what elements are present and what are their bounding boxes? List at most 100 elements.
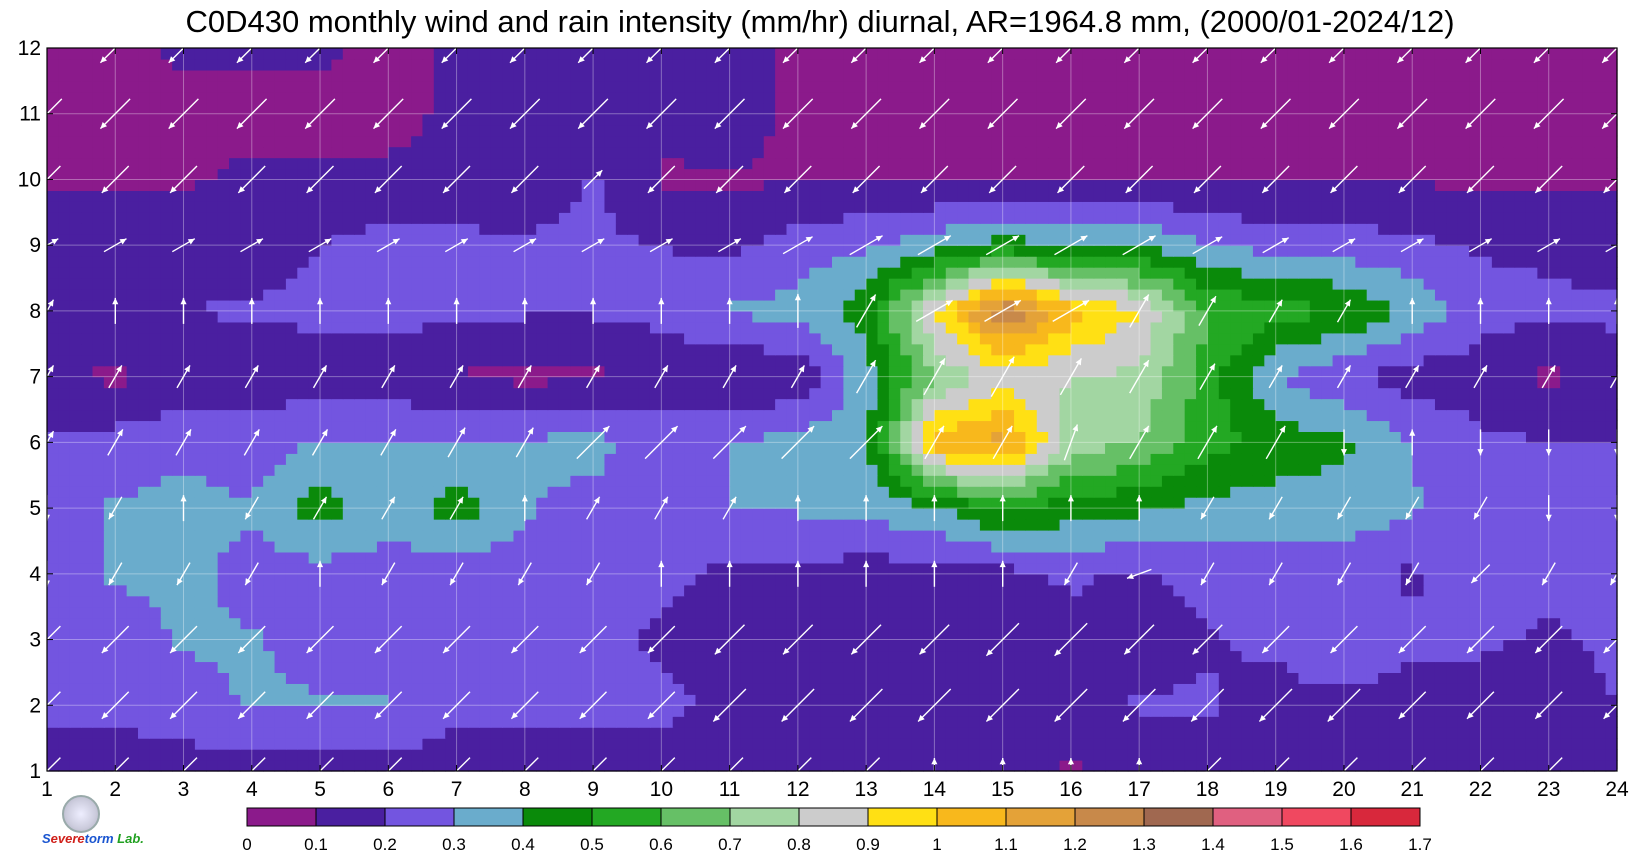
contour-cell bbox=[1275, 727, 1288, 739]
contour-cell bbox=[832, 486, 844, 498]
contour-cell bbox=[672, 530, 685, 542]
contour-cell bbox=[81, 760, 94, 772]
contour-cell bbox=[251, 639, 264, 652]
contour-cell bbox=[263, 738, 276, 750]
contour-cell bbox=[513, 398, 526, 411]
contour-cell bbox=[399, 464, 412, 476]
contour-cell bbox=[1582, 453, 1595, 465]
contour-cell bbox=[1298, 464, 1311, 476]
contour-cell bbox=[1423, 420, 1436, 432]
contour-cell bbox=[1002, 661, 1015, 673]
contour-cell bbox=[1048, 683, 1061, 695]
contour-cell bbox=[1343, 530, 1356, 542]
contour-cell bbox=[1161, 540, 1174, 553]
contour-cell bbox=[320, 431, 333, 443]
contour-cell bbox=[1355, 760, 1368, 772]
contour-cell bbox=[1503, 595, 1516, 608]
contour-cell bbox=[968, 420, 981, 432]
contour-cell bbox=[1582, 628, 1595, 641]
contour-cell bbox=[217, 409, 230, 422]
contour-cell bbox=[649, 617, 662, 630]
contour-cell bbox=[843, 661, 856, 673]
contour-cell bbox=[1252, 508, 1265, 520]
contour-cell bbox=[1230, 497, 1243, 509]
contour-cell bbox=[911, 530, 924, 542]
contour-cell bbox=[1002, 573, 1015, 586]
contour-cell bbox=[957, 442, 970, 454]
contour-cell bbox=[1571, 442, 1584, 454]
contour-cell bbox=[1059, 661, 1072, 673]
contour-cell bbox=[502, 650, 515, 663]
contour-cell bbox=[763, 453, 776, 465]
contour-cell bbox=[1070, 562, 1083, 575]
contour-cell bbox=[1287, 628, 1300, 641]
contour-cell bbox=[695, 475, 708, 487]
contour-cell bbox=[934, 475, 947, 487]
contour-cell bbox=[1036, 519, 1049, 531]
contour-cell bbox=[1366, 562, 1379, 575]
contour-cell bbox=[285, 486, 298, 498]
contour-cell bbox=[490, 628, 503, 641]
contour-cell bbox=[502, 628, 515, 641]
contour-cell bbox=[172, 650, 185, 663]
contour-cell bbox=[297, 672, 310, 684]
contour-cell bbox=[1366, 551, 1379, 564]
contour-cell bbox=[58, 661, 71, 673]
contour-cell bbox=[1366, 409, 1379, 422]
contour-cell bbox=[172, 628, 185, 641]
contour-cell bbox=[706, 442, 719, 454]
contour-cell bbox=[194, 398, 207, 411]
contour-cell bbox=[661, 508, 674, 520]
contour-cell bbox=[729, 606, 742, 619]
contour-cell bbox=[820, 376, 833, 389]
contour-cell bbox=[1343, 486, 1356, 498]
contour-cell bbox=[149, 716, 162, 728]
contour-cell bbox=[638, 683, 651, 695]
contour-cell bbox=[627, 595, 640, 608]
contour-cell bbox=[1525, 628, 1538, 641]
contour-cell bbox=[1400, 431, 1413, 443]
contour-cell bbox=[376, 530, 389, 542]
contour-cell bbox=[456, 530, 469, 542]
contour-cell bbox=[1537, 716, 1550, 728]
contour-cell bbox=[1082, 573, 1095, 586]
contour-cell bbox=[1469, 497, 1482, 509]
contour-cell bbox=[991, 562, 1004, 575]
contour-cell bbox=[1343, 409, 1356, 422]
contour-cell bbox=[1412, 398, 1425, 411]
contour-cell bbox=[718, 464, 731, 476]
contour-cell bbox=[1241, 760, 1254, 772]
contour-cell bbox=[672, 464, 685, 476]
contour-cell bbox=[502, 760, 515, 772]
contour-cell bbox=[695, 562, 708, 575]
contour-cell bbox=[263, 661, 276, 673]
contour-cell bbox=[240, 760, 253, 772]
contour-cell bbox=[809, 420, 822, 432]
contour-cell bbox=[422, 639, 435, 652]
contour-cell bbox=[1434, 431, 1447, 443]
contour-cell bbox=[775, 530, 788, 542]
contour-cell bbox=[1480, 486, 1493, 498]
contour-cell bbox=[1275, 475, 1288, 487]
contour-cell bbox=[479, 628, 492, 641]
contour-cell bbox=[1116, 530, 1129, 542]
contour-cell bbox=[729, 453, 742, 465]
contour-cell bbox=[843, 738, 856, 750]
contour-cell bbox=[991, 573, 1004, 586]
contour-cell bbox=[445, 508, 458, 520]
contour-cell bbox=[866, 519, 879, 531]
contour-cell bbox=[718, 562, 731, 575]
contour-cell bbox=[194, 628, 207, 641]
contour-cell bbox=[832, 431, 844, 443]
contour-cell bbox=[479, 584, 492, 597]
contour-cell bbox=[479, 519, 492, 531]
contour-cell bbox=[1093, 683, 1106, 695]
contour-cell bbox=[752, 508, 765, 520]
contour-cell bbox=[1355, 519, 1368, 531]
contour-cell bbox=[775, 486, 788, 498]
contour-cell bbox=[684, 650, 697, 663]
contour-cell bbox=[1366, 464, 1379, 476]
contour-cell bbox=[684, 749, 697, 761]
contour-cell bbox=[1480, 464, 1493, 476]
contour-cell bbox=[274, 738, 287, 750]
